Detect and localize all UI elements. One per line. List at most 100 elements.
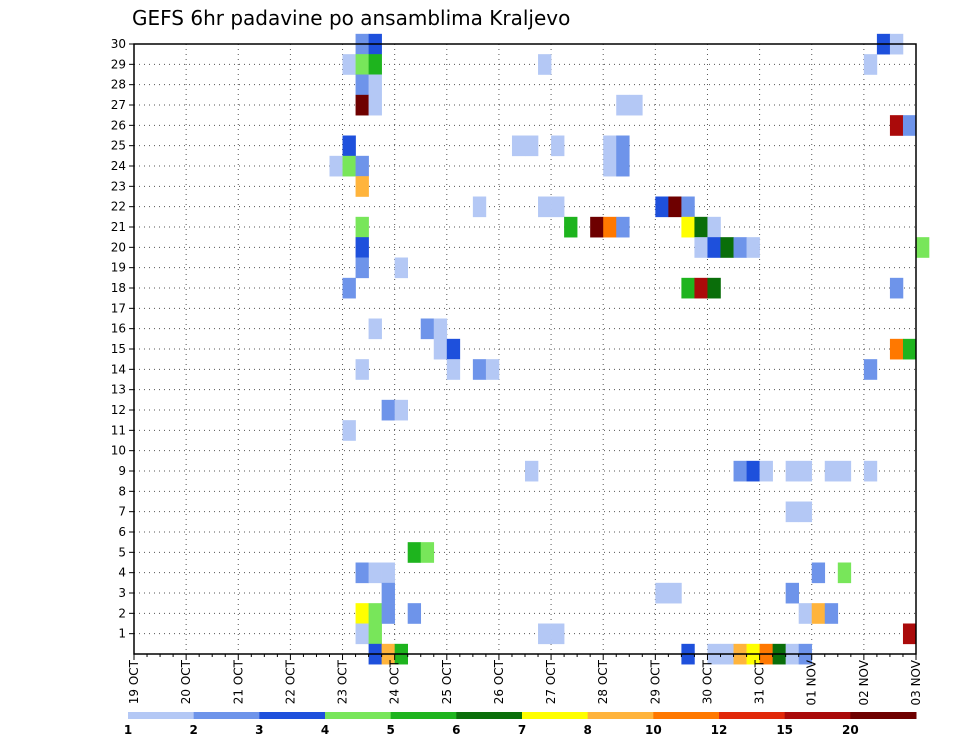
heatmap-cell: [446, 359, 461, 380]
heatmap-cell: [863, 54, 878, 75]
heatmap-cell: [694, 237, 708, 258]
heatmap-cell: [694, 277, 708, 299]
heatmap-cell: [472, 196, 487, 218]
colorbar-segment: [325, 712, 392, 719]
heatmap-cell: [394, 257, 408, 279]
heatmap-cell: [446, 338, 461, 360]
x-tick-label: 24 OCT: [388, 659, 402, 704]
heatmap-cell: [668, 196, 682, 218]
heatmap-cell: [511, 135, 526, 157]
colorbar-segment: [456, 712, 523, 719]
colorbar-label: 6: [452, 723, 460, 737]
heatmap-cell: [798, 603, 813, 624]
heatmap-cell: [355, 623, 369, 645]
y-tick-label: 18: [111, 281, 126, 295]
heatmap-cell: [902, 115, 917, 136]
x-axis-ticks: 19 OCT 20 OCT 21 OCT 22 OCT 23 OCT 24 OCT 25 O…: [127, 654, 923, 706]
x-tick-label: 21 OCT: [231, 659, 245, 704]
heatmap-cell: [564, 216, 578, 238]
x-tick-label: 25 OCT: [440, 659, 454, 704]
heatmap-cell: [538, 623, 552, 645]
heatmap-cell: [707, 277, 721, 299]
y-tick-label: 26: [111, 118, 126, 132]
heatmap-cell: [889, 277, 904, 299]
heatmap-cell: [889, 338, 904, 360]
heatmap-cell: [355, 257, 369, 279]
heatmap-cell: [655, 582, 669, 604]
heatmap-cell: [616, 94, 630, 116]
y-tick-label: 16: [111, 322, 126, 336]
heatmap-cell: [485, 359, 500, 380]
heatmap-cell: [355, 94, 369, 116]
heatmap-cell: [407, 542, 422, 563]
heatmap-cell: [837, 562, 852, 584]
colorbar-segment: [522, 712, 589, 719]
heatmap-cell: [355, 359, 369, 380]
x-tick-label: 31 OCT: [753, 659, 767, 704]
colorbar-label: 12: [711, 723, 728, 737]
x-tick-label: 26 OCT: [492, 659, 506, 704]
heatmap-cell: [538, 196, 552, 218]
heatmap-cell: [863, 460, 878, 482]
heatmap-cell: [733, 460, 747, 482]
colorbar-label: 2: [189, 723, 197, 737]
y-tick-label: 2: [118, 606, 126, 620]
heatmap-cell: [707, 237, 721, 258]
heatmap-cell: [616, 135, 630, 157]
heatmap-cell: [785, 582, 799, 604]
heatmap-cell: [525, 135, 539, 157]
heatmap-cell: [381, 562, 395, 584]
x-tick-label: 03 NOV: [909, 659, 923, 705]
heatmap-cell: [525, 460, 539, 482]
heatmap-cell: [681, 277, 695, 299]
heatmap-cell: [720, 237, 734, 258]
heatmap-cell: [355, 216, 369, 238]
heatmap-cell: [811, 603, 826, 624]
heatmap-cell: [538, 54, 552, 75]
heatmap-cell: [616, 216, 630, 238]
y-tick-label: 24: [111, 159, 126, 173]
x-tick-label: 28 OCT: [596, 659, 610, 704]
y-tick-label: 6: [118, 525, 126, 539]
heatmap-cell: [603, 135, 617, 157]
colorbar: 1 2 3 4 5 6 7 8 10 12 15 20: [124, 712, 917, 737]
heatmap-cell: [472, 359, 487, 380]
y-tick-label: 5: [118, 545, 126, 559]
heatmap-cell: [616, 155, 630, 177]
heatmap-cell: [759, 460, 773, 482]
heatmap-cell: [433, 318, 448, 340]
heatmap-cell: [355, 562, 369, 584]
colorbar-label: 10: [645, 723, 662, 737]
heatmap-cell: [824, 460, 839, 482]
heatmap-cell: [342, 155, 356, 177]
heatmap-cell: [746, 237, 760, 258]
y-tick-label: 14: [111, 362, 126, 376]
heatmap-cell: [551, 623, 565, 645]
y-tick-label: 19: [111, 261, 126, 275]
y-tick-label: 9: [118, 464, 126, 478]
heatmap-cell: [551, 135, 565, 157]
heatmap-cell: [655, 196, 669, 218]
heatmap-cell: [355, 54, 369, 75]
heatmap-cell: [407, 603, 422, 624]
x-tick-label: 27 OCT: [544, 659, 558, 704]
heatmap-cell: [824, 603, 839, 624]
x-tick-label: 20 OCT: [179, 659, 193, 704]
heatmap-cell: [902, 338, 917, 360]
x-tick-label: 01 NOV: [805, 659, 819, 705]
y-tick-label: 17: [111, 301, 126, 315]
heatmap-cell: [785, 501, 799, 523]
y-tick-label: 11: [111, 423, 126, 437]
heatmap-cell: [368, 318, 382, 340]
heatmap-cell: [603, 155, 617, 177]
heatmap-cell: [355, 237, 369, 258]
x-tick-label: 22 OCT: [283, 659, 297, 704]
colorbar-label: 7: [518, 723, 526, 737]
heatmap-cell: [381, 582, 395, 604]
y-tick-label: 13: [111, 383, 126, 397]
colorbar-segment: [128, 712, 195, 719]
heatmap-cell: [733, 237, 747, 258]
y-tick-label: 3: [118, 586, 126, 600]
y-tick-label: 27: [111, 98, 126, 112]
colorbar-segment: [719, 712, 786, 719]
